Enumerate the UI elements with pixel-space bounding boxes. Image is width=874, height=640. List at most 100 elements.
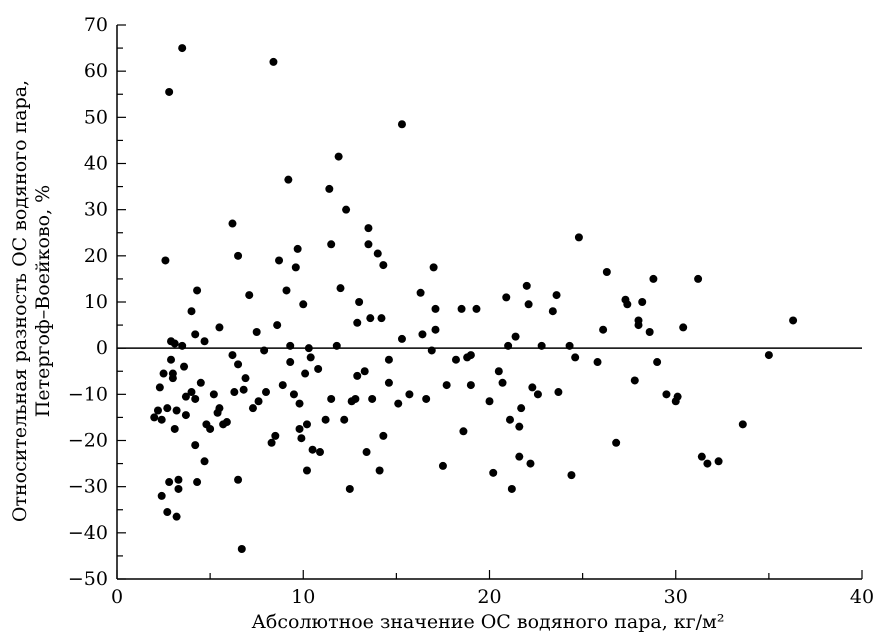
data-point bbox=[302, 466, 311, 475]
data-point bbox=[502, 293, 511, 302]
axes bbox=[116, 25, 862, 580]
data-point bbox=[181, 392, 190, 401]
data-point bbox=[431, 304, 440, 313]
data-point bbox=[345, 484, 354, 493]
data-point bbox=[694, 274, 703, 283]
data-point bbox=[289, 390, 298, 399]
data-point bbox=[764, 351, 773, 360]
data-point bbox=[155, 383, 164, 392]
data-point bbox=[340, 415, 349, 424]
data-point bbox=[168, 369, 177, 378]
data-point bbox=[291, 263, 300, 272]
data-point bbox=[703, 459, 712, 468]
data-point bbox=[181, 411, 190, 420]
data-point bbox=[366, 314, 375, 323]
data-point bbox=[172, 406, 181, 415]
data-point bbox=[191, 441, 200, 450]
data-point bbox=[567, 471, 576, 480]
data-point bbox=[505, 415, 514, 424]
data-point bbox=[466, 351, 475, 360]
data-point bbox=[442, 381, 451, 390]
data-point bbox=[429, 263, 438, 272]
data-point bbox=[252, 328, 261, 337]
data-point bbox=[422, 394, 431, 403]
data-point bbox=[738, 420, 747, 429]
x-axis-label: Абсолютное значение ОС водяного пара, кг… bbox=[252, 611, 725, 633]
x-tick-label: 40 bbox=[850, 586, 874, 608]
data-point bbox=[431, 325, 440, 334]
data-point bbox=[237, 544, 246, 553]
y-tick-label: 0 bbox=[96, 337, 108, 359]
data-point bbox=[522, 281, 531, 290]
data-point bbox=[351, 394, 360, 403]
data-point bbox=[375, 466, 384, 475]
data-point bbox=[262, 388, 270, 397]
data-point bbox=[524, 300, 533, 309]
data-point bbox=[342, 205, 351, 214]
data-point bbox=[321, 415, 330, 424]
data-point bbox=[528, 383, 537, 392]
data-point bbox=[230, 388, 239, 397]
data-point bbox=[163, 404, 172, 413]
data-point bbox=[623, 300, 632, 309]
data-point bbox=[200, 457, 209, 466]
data-point bbox=[301, 369, 310, 378]
tick-labels: −50 −40 −30 −20 −10 0 10 20 30 40 50 60 70 0 10 20 30 40 bbox=[68, 14, 874, 608]
data-point bbox=[193, 286, 202, 295]
data-point bbox=[174, 475, 183, 484]
data-point bbox=[649, 274, 658, 283]
x-tick-label: 0 bbox=[111, 586, 123, 608]
data-point bbox=[379, 431, 388, 440]
data-point bbox=[360, 367, 369, 376]
data-point bbox=[714, 457, 723, 466]
data-point bbox=[167, 355, 176, 364]
data-point bbox=[293, 244, 302, 253]
data-point bbox=[602, 267, 611, 276]
y-tick-label: 70 bbox=[84, 14, 108, 36]
data-point bbox=[457, 304, 466, 313]
data-point bbox=[215, 404, 224, 413]
data-point bbox=[416, 288, 425, 297]
data-point bbox=[304, 344, 313, 353]
data-point bbox=[353, 318, 362, 327]
data-point bbox=[308, 445, 317, 454]
data-point bbox=[653, 358, 662, 367]
data-point bbox=[451, 355, 460, 364]
data-point bbox=[206, 424, 215, 433]
y-tick-label: −30 bbox=[68, 476, 108, 498]
data-point bbox=[673, 392, 682, 401]
data-point bbox=[234, 251, 243, 260]
y-axis-label-line-2: Петергоф–Воейково, % bbox=[32, 185, 54, 417]
data-point bbox=[273, 321, 282, 330]
x-tick-label: 20 bbox=[477, 586, 501, 608]
y-tick-label: 60 bbox=[84, 60, 108, 82]
y-tick-label: −10 bbox=[68, 383, 108, 405]
data-points bbox=[150, 44, 798, 553]
x-tick-label: 30 bbox=[664, 586, 688, 608]
data-point bbox=[157, 415, 166, 424]
data-point bbox=[187, 388, 196, 397]
data-point bbox=[638, 298, 647, 306]
data-point bbox=[200, 337, 209, 346]
data-point bbox=[234, 475, 243, 484]
data-point bbox=[485, 397, 494, 406]
data-point bbox=[537, 341, 546, 350]
data-point bbox=[630, 376, 639, 385]
data-point bbox=[554, 388, 563, 397]
data-point bbox=[466, 381, 475, 390]
data-point bbox=[245, 291, 254, 300]
data-point bbox=[295, 399, 304, 408]
data-point bbox=[334, 152, 343, 161]
data-point bbox=[215, 323, 224, 332]
data-point bbox=[526, 459, 535, 468]
data-point bbox=[209, 390, 218, 399]
y-tick-label: 20 bbox=[84, 245, 108, 267]
data-point bbox=[282, 286, 291, 295]
y-tick-label: 30 bbox=[84, 199, 108, 221]
data-point bbox=[271, 431, 280, 440]
data-point bbox=[571, 353, 580, 362]
data-point bbox=[174, 484, 183, 493]
data-point bbox=[397, 120, 406, 129]
data-point bbox=[397, 334, 406, 343]
data-point bbox=[494, 367, 503, 376]
